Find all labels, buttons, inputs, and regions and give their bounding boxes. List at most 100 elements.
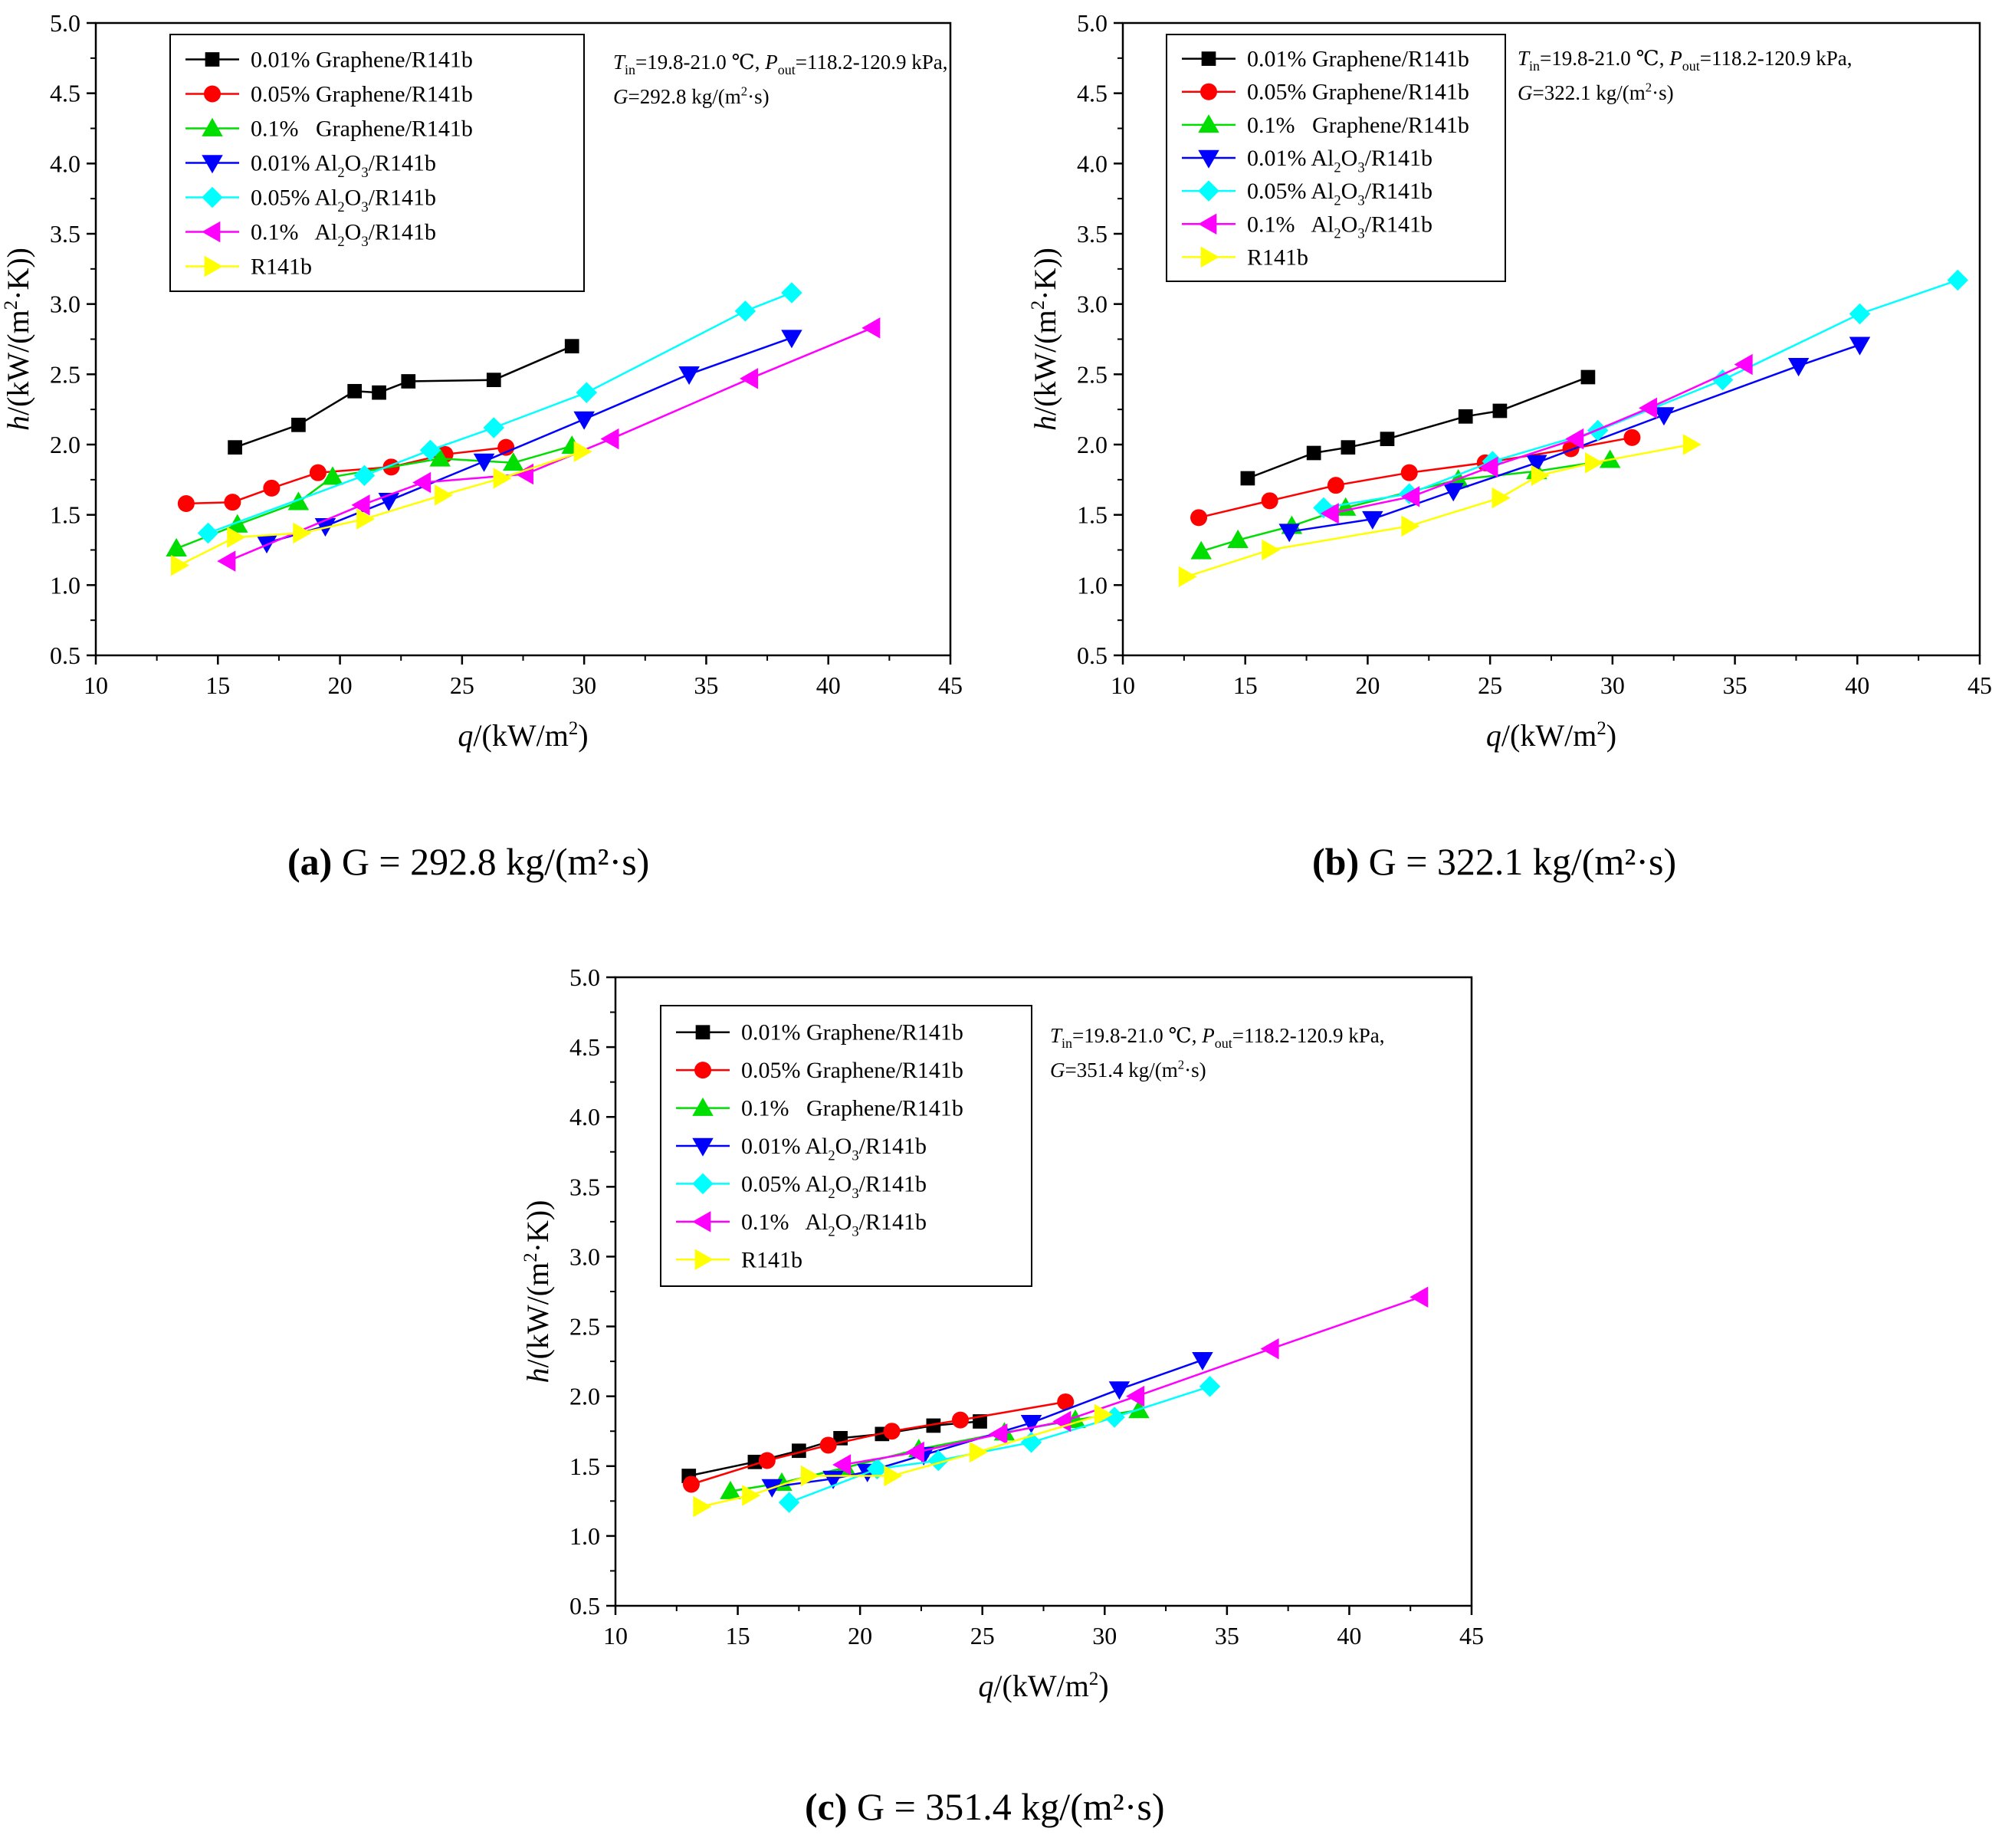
data-point-a01 <box>412 471 432 494</box>
data-point-g005 <box>682 1475 700 1493</box>
legend-label-g001: 0.01% Graphene/R141b <box>1247 47 1469 72</box>
y-tick-label: 2.0 <box>50 431 80 458</box>
data-point-a01 <box>1639 397 1658 419</box>
data-point-a01 <box>1320 503 1339 524</box>
data-point-r141b <box>227 527 246 548</box>
y-tick-label: 2.5 <box>569 1313 600 1341</box>
data-point-a001 <box>1526 455 1547 474</box>
series-g005 <box>682 1393 1075 1493</box>
data-point-r141b <box>493 468 512 489</box>
data-point-a01 <box>1409 1286 1429 1308</box>
y-tick-label: 4.5 <box>569 1033 600 1061</box>
data-point-r141b <box>171 554 190 576</box>
data-point-g001 <box>1458 409 1473 424</box>
data-point-g005 <box>1190 509 1208 527</box>
data-point-a01 <box>351 494 370 516</box>
y-tick-label: 3.5 <box>50 220 80 248</box>
data-point-a01 <box>600 428 619 450</box>
legend-label-g01: 0.1% Graphene/R141b <box>741 1096 963 1121</box>
x-tick-label: 30 <box>1600 671 1625 699</box>
data-point-r141b <box>1492 487 1511 509</box>
caption-c-text: G = 351.4 kg/(m²·s) <box>847 1785 1165 1828</box>
x-tick-label: 15 <box>205 671 230 699</box>
x-tick-label: 25 <box>970 1622 995 1649</box>
data-point-a005 <box>483 417 505 438</box>
y-tick-label: 2.5 <box>1077 360 1108 388</box>
y-tick-label: 1.0 <box>1077 571 1108 599</box>
x-tick-label: 25 <box>1478 671 1502 699</box>
data-point-g01 <box>1190 540 1212 560</box>
legend-label-a005: 0.05% Al2O3/R141b <box>251 185 436 215</box>
legend-label-g005: 0.05% Graphene/R141b <box>1247 80 1469 105</box>
legend-marker-g01 <box>1198 114 1219 133</box>
data-point-a001 <box>1362 510 1383 530</box>
y-axis-label: h/(kW/(m2·K)) <box>520 1200 555 1384</box>
data-point-g001 <box>347 383 363 399</box>
legend: 0.01% Graphene/R141b 0.05% Graphene/R141b… <box>660 1005 1032 1287</box>
x-tick-label: 20 <box>328 671 353 699</box>
data-point-a01 <box>1126 1385 1145 1407</box>
data-point-a005 <box>419 439 441 461</box>
legend-label-a005: 0.05% Al2O3/R141b <box>1247 179 1432 208</box>
data-point-r141b <box>742 1485 761 1506</box>
legend-label-a001: 0.01% Al2O3/R141b <box>1247 146 1432 176</box>
caption-a-letter: (a) <box>287 840 333 883</box>
data-point-a01 <box>1734 353 1753 376</box>
series-a005 <box>1313 269 1969 519</box>
caption-a-text: G = 292.8 kg/(m²·s) <box>332 840 650 883</box>
data-point-g01 <box>287 491 310 510</box>
x-tick-label: 20 <box>1355 671 1380 699</box>
legend-label-a001: 0.01% Al2O3/R141b <box>741 1134 927 1164</box>
legend-label-r141b: R141b <box>741 1247 802 1272</box>
legend: 0.01% Graphene/R141b 0.05% Graphene/R141b… <box>169 34 585 292</box>
series-r141b <box>171 441 592 576</box>
legend-label-r141b: R141b <box>1247 245 1308 270</box>
conditions-line-2: G=292.8 kg/(m2·s) <box>613 84 770 108</box>
data-point-g01 <box>503 452 524 471</box>
y-tick-label: 0.5 <box>569 1592 600 1620</box>
series-g005 <box>1190 428 1641 527</box>
data-point-a001 <box>473 453 495 472</box>
series-g001 <box>1240 369 1596 486</box>
data-point-g01 <box>322 466 343 485</box>
chart-panel-a: 10 15 20 25 30 35 40 45 0.5 1.0 1.5 2.0 2.5 3.0 3.5 4.0… <box>1 9 963 753</box>
series-line-a005 <box>789 1385 1210 1504</box>
data-point-a005 <box>1849 303 1871 325</box>
data-point-a005 <box>734 300 756 322</box>
x-tick-label: 10 <box>1111 671 1135 699</box>
y-tick-label: 4.5 <box>1077 80 1108 107</box>
x-tick-label: 45 <box>938 671 963 699</box>
data-point-r141b <box>693 1495 712 1518</box>
series-line-g005 <box>691 1400 1066 1485</box>
data-point-a01 <box>832 1454 852 1475</box>
data-point-g005 <box>224 494 241 511</box>
legend-label-g01: 0.1% Graphene/R141b <box>251 117 473 142</box>
y-tick-label: 3.0 <box>1077 290 1108 318</box>
data-point-r141b <box>1401 515 1420 537</box>
data-point-g01 <box>166 537 187 556</box>
series-line-r141b <box>701 1413 1103 1508</box>
x-tick-label: 10 <box>84 671 108 699</box>
x-tick-label: 40 <box>1845 671 1869 699</box>
series-a01 <box>832 1286 1429 1475</box>
chart-panel-c: 10 15 20 25 30 35 40 45 0.5 1.0 1.5 2.0 2.5 3.0 3.5 4.0… <box>520 963 1484 1703</box>
legend-marker-g005 <box>1200 83 1217 100</box>
y-tick-label: 3.5 <box>1077 220 1108 248</box>
series-line-a01 <box>842 1296 1421 1466</box>
data-point-g005 <box>309 464 327 481</box>
data-point-g005 <box>758 1452 776 1469</box>
legend: 0.01% Graphene/R141b 0.05% Graphene/R141b… <box>1166 34 1506 282</box>
legend-label-a01: 0.1% Al2O3/R141b <box>1247 212 1432 241</box>
x-tick-label: 40 <box>816 671 841 699</box>
data-point-r141b <box>573 441 592 462</box>
data-point-a005 <box>1199 1376 1221 1397</box>
legend-marker-r141b <box>1200 246 1219 268</box>
data-point-g005 <box>1623 428 1641 446</box>
data-point-r141b <box>435 484 454 506</box>
y-tick-label: 1.5 <box>50 501 80 529</box>
data-point-a001 <box>1787 358 1810 377</box>
data-point-g001 <box>1240 471 1255 486</box>
legend-marker-a001 <box>202 155 223 174</box>
data-point-a01 <box>740 368 759 389</box>
x-tick-label: 25 <box>450 671 474 699</box>
